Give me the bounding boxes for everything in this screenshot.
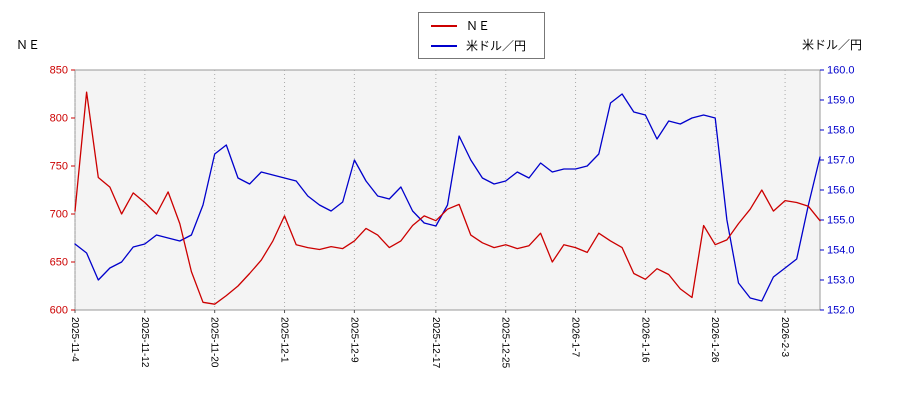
ne-line-swatch [431, 24, 457, 27]
x-axis-tick-label: 2025-12-1 [279, 317, 290, 363]
left-axis-tick-label: 700 [50, 209, 68, 221]
right-axis-tick-label: 156.0 [827, 185, 855, 197]
legend-label-ne: ＮＥ [466, 19, 491, 33]
left-axis-title: ＮＥ [16, 38, 41, 52]
x-axis-tick-label: 2025-12-25 [500, 317, 511, 369]
x-axis-tick-label: 2025-11-20 [209, 317, 220, 368]
x-axis-tick-label: 2026-1-26 [709, 317, 720, 363]
left-axis-tick-label: 600 [50, 305, 68, 317]
right-axis-tick-label: 155.0 [827, 215, 855, 227]
left-axis-tick-label: 850 [50, 65, 68, 77]
right-axis-title: 米ドル／円 [801, 38, 862, 52]
x-axis-tick-label: 2025-12-17 [430, 317, 441, 369]
right-axis-tick-label: 153.0 [827, 275, 855, 287]
left-axis-tick-label: 800 [50, 113, 68, 125]
x-axis-tick-label: 2026-1-16 [639, 317, 650, 363]
ne-series-line [74, 91, 821, 305]
legend-item-usdjpy: 米ドル／円 [431, 38, 526, 53]
usdjpy-line-swatch [431, 44, 457, 47]
right-axis-tick-label: 159.0 [827, 95, 855, 107]
x-axis-tick-label: 2025-11-4 [69, 317, 80, 362]
x-axis-tick-label: 2026-2-3 [779, 317, 790, 357]
x-axis-tick-label: 2025-11-12 [139, 317, 150, 368]
legend: ＮＥ 米ドル／円 [418, 12, 546, 59]
left-axis-tick-label: 650 [50, 257, 68, 269]
right-axis-tick-label: 154.0 [827, 245, 855, 257]
legend-label-usdjpy: 米ドル／円 [466, 39, 527, 53]
right-axis-tick-label: 160.0 [827, 65, 855, 77]
x-axis-tick-label: 2025-12-9 [348, 317, 359, 363]
left-axis-tick-label: 750 [50, 161, 68, 173]
right-axis-tick-label: 158.0 [827, 125, 855, 137]
legend-item-ne: ＮＥ [431, 18, 526, 33]
usdjpy-series-line [74, 93, 821, 302]
right-axis-tick-label: 157.0 [827, 155, 855, 167]
right-axis-tick-label: 152.0 [827, 305, 855, 317]
plot-area [74, 69, 821, 311]
x-axis-tick-label: 2026-1-7 [570, 317, 581, 357]
